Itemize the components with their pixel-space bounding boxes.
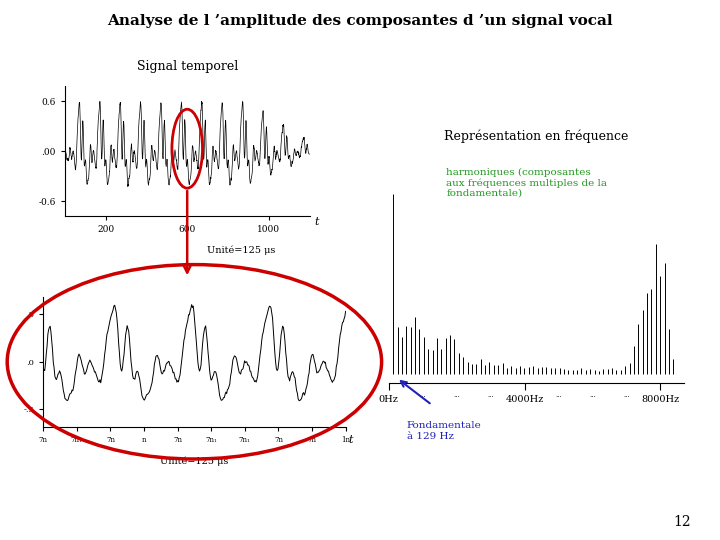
Text: 12: 12	[674, 515, 691, 529]
Text: Unité=125 μs: Unité=125 μs	[161, 456, 228, 466]
Text: Fondamentale
à 129 Hz: Fondamentale à 129 Hz	[407, 421, 482, 441]
Text: ...: ...	[419, 391, 426, 399]
Text: Unité=125 μs: Unité=125 μs	[207, 246, 275, 255]
Text: harmoniques (composantes
aux fréquences multiples de la
fondamentale): harmoniques (composantes aux fréquences …	[446, 167, 608, 198]
Text: Signal temporel: Signal temporel	[137, 60, 238, 73]
Text: Représentation en fréquence: Représentation en fréquence	[444, 130, 629, 143]
Text: ...: ...	[454, 391, 460, 399]
Text: ...: ...	[555, 391, 562, 399]
Text: ...: ...	[487, 391, 494, 399]
Text: t: t	[315, 218, 319, 227]
Text: t: t	[348, 435, 353, 444]
Text: Analyse de l ’amplitude des composantes d ’un signal vocal: Analyse de l ’amplitude des composantes …	[107, 14, 613, 28]
Text: ...: ...	[623, 391, 630, 399]
Text: ...: ...	[589, 391, 595, 399]
